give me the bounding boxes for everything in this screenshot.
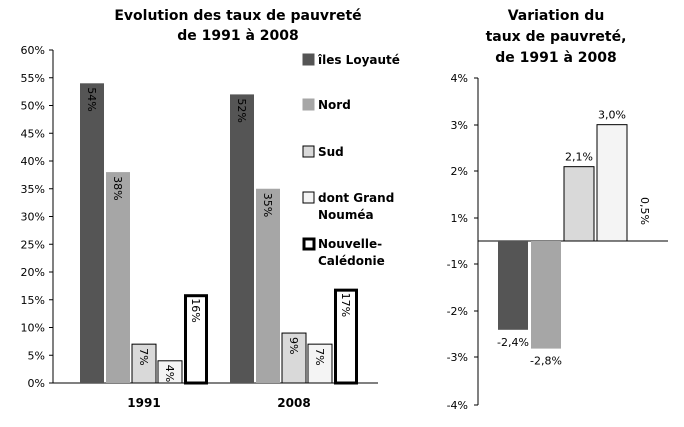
left-y-tick-label: 50%: [21, 100, 45, 113]
bar-dont-grand-noum-a-2008: [307, 343, 333, 384]
right-y-tick-label: -4%: [447, 399, 468, 412]
right-bar-chart: -4% -3% -2% -1% 1% 2% 3% 4% -2,4%-2,8% 2,1% 3,0% 0,…: [447, 72, 668, 412]
left-y-tick-label: 45%: [21, 127, 45, 140]
left-chart-title-line-1: Evolution des taux de pauvreté: [114, 8, 361, 24]
left-y-tick-label: 0%: [28, 377, 45, 390]
data-label: 17%: [339, 293, 352, 317]
legend-label--les-loyaut-: îles Loyauté: [317, 53, 400, 67]
right-chart-title-line-2: taux de pauvreté,: [486, 29, 627, 45]
variation-bar-sud: [563, 166, 595, 242]
variation-data-label: 3,0%: [598, 109, 626, 122]
legend-swatch-nouvelle-cal-donie: [302, 237, 316, 251]
legend-swatch-nord: [302, 98, 315, 111]
left-y-tick-label: 10%: [21, 322, 45, 335]
left-y-tick-label: 35%: [21, 183, 45, 196]
left-y-tick-label: 20%: [21, 266, 45, 279]
right-y-tick-label: 2%: [451, 165, 468, 178]
variation-data-label: -2,8%: [530, 355, 562, 368]
bar-dont-grand-noum-a-1991: [157, 360, 183, 384]
variation-data-label: -2,4%: [497, 336, 529, 349]
data-label: 16%: [189, 298, 202, 322]
bar--les-loyaut--1991: [80, 83, 104, 384]
left-y-tick-label: 60%: [21, 44, 45, 57]
legend-label-dont-grand-noum-a: dont Grand: [318, 191, 394, 205]
right-y-tick-label: -2%: [447, 305, 468, 318]
legend-label-dont-grand-noum-a: Nouméa: [318, 208, 374, 222]
left-y-tick-label: 25%: [21, 238, 45, 251]
legend-swatch-sud: [302, 145, 315, 158]
data-label: 7%: [137, 348, 150, 365]
right-chart-title-line-3: de 1991 à 2008: [495, 50, 617, 66]
left-chart-legend: îles Loyauté Nord Sud dont Grand Nouméa Nouve…: [302, 53, 400, 268]
bar-nord-2008: [256, 188, 280, 383]
right-y-tick-label: -1%: [447, 258, 468, 271]
category-label-2008: 2008: [277, 396, 310, 410]
right-chart-title-line-1: Variation du: [508, 8, 605, 24]
right-y-tick-label: 1%: [451, 212, 468, 225]
left-y-tick-label: 30%: [21, 211, 45, 224]
data-label: 38%: [111, 176, 124, 200]
bar-nouvelle-cal-donie-2008: [334, 288, 358, 385]
variation-data-label: 0,5%: [638, 197, 651, 225]
bar--les-loyaut--2008: [230, 94, 254, 384]
bar-nord-1991: [106, 172, 130, 383]
left-chart-title-line-2: de 1991 à 2008: [177, 28, 299, 44]
right-y-tick-label: 3%: [451, 119, 468, 132]
bar-nouvelle-cal-donie-1991: [184, 294, 208, 385]
variation-bar--les-loyaut-: [498, 241, 528, 330]
right-y-tick-label: 4%: [451, 72, 468, 85]
left-bar-chart: 0% 5% 10% 15% 20% 25% 30% 35% 40% 45% 50% 55% 60% 54%…: [21, 44, 378, 410]
legend-label-nord: Nord: [318, 98, 351, 112]
bar-sud-2008: [281, 332, 307, 384]
legend-label-nouvelle-cal-donie: Nouvelle-: [318, 237, 382, 251]
data-label: 7%: [313, 348, 326, 365]
category-label-1991: 1991: [127, 396, 160, 410]
legend-label-sud: Sud: [318, 145, 344, 159]
variation-bar-nord: [531, 241, 561, 349]
legend-swatch-dont-grand-noum-a: [302, 191, 315, 204]
bar-sud-1991: [131, 343, 157, 384]
right-y-tick-label: -3%: [447, 351, 468, 364]
legend-label-nouvelle-cal-donie: Calédonie: [318, 254, 385, 268]
data-label: 52%: [235, 98, 248, 122]
variation-data-label: 2,1%: [565, 151, 593, 164]
left-y-tick-label: 15%: [21, 294, 45, 307]
variation-bar-dont-grand-noum-a: [596, 124, 628, 242]
left-y-tick-label: 5%: [28, 349, 45, 362]
left-y-tick-label: 40%: [21, 155, 45, 168]
data-label: 9%: [287, 337, 300, 354]
legend-swatch--les-loyaut-: [302, 53, 315, 66]
data-label: 4%: [163, 365, 176, 382]
left-y-tick-label: 55%: [21, 72, 45, 85]
data-label: 54%: [85, 87, 98, 111]
data-label: 35%: [261, 193, 274, 217]
